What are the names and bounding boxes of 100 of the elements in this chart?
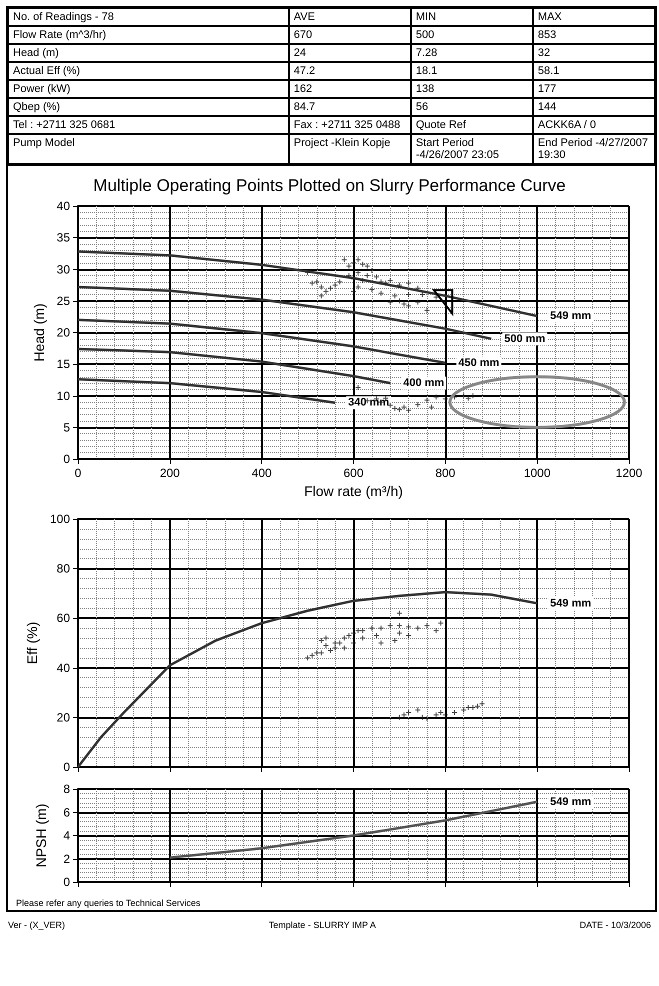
y-tick-label: 35 [56,230,70,245]
y-tick-label: 60 [56,611,70,626]
point [351,640,356,646]
point [318,650,324,656]
point [424,623,430,628]
text: 58.1 [532,62,655,80]
point [438,710,444,715]
point [461,707,466,712]
y-tick-label: 0 [63,452,70,466]
point [323,636,328,641]
y-tick-label: 30 [56,262,70,276]
text: Pump Model [8,134,289,164]
x-tick-label: 1200 [616,466,643,480]
text: Ver - (X_VER) [8,920,66,930]
text: 670 [288,26,411,44]
point [415,707,420,712]
x-tick-label: 800 [435,466,456,480]
point [442,712,448,718]
text: 24 [288,44,411,62]
text: DATE - 10/3/2006 [580,920,651,930]
text: 32 [532,44,655,62]
text: Fax : +2711 325 0488 [288,116,411,134]
point [406,633,412,638]
point [360,636,366,641]
x-tick-label: 400 [252,466,272,480]
point [328,648,334,653]
text: Start Period -4/26/2007 23:05 [410,134,533,164]
point [396,610,402,616]
text: Template - SLURRY IMP A [268,920,376,930]
series-label: 549 mm [550,796,592,808]
x-tick-label: 200 [160,466,180,480]
text: Head (m) [8,44,289,62]
line-series [76,250,538,318]
y-tick-label: 15 [56,357,70,372]
point [323,642,328,648]
text: 500 [410,26,533,44]
y-tick-label: 40 [56,660,70,675]
y-tick-label: 5 [63,420,70,434]
text: 47.2 [288,62,411,80]
point [351,630,356,636]
point [396,630,402,636]
point [369,626,374,631]
text: 18.1 [410,62,533,80]
line-series [76,590,538,768]
text: 7.28 [410,44,533,62]
text: 177 [532,80,655,98]
y-tick-label: 40 [56,199,70,213]
series-label: 549 mm [550,310,592,322]
point [374,633,379,638]
line-series [76,348,392,384]
point [392,638,398,644]
point [314,650,320,656]
point [466,704,471,710]
point [332,645,338,650]
point [332,640,338,646]
text: 138 [410,80,533,98]
y-tick-label: 100 [50,512,70,526]
text: Tel : +2711 325 0681 [8,116,289,134]
y-tick-label: 20 [56,326,70,340]
y-axis-title: NPSH (m) [33,804,49,868]
point [434,628,439,634]
point [480,701,485,706]
point [402,712,407,718]
text: Please refer any queries to Technical Services [15,897,202,910]
x-axis-title: Flow rate (m³/h) [304,482,403,499]
point [342,645,347,650]
text: 853 [532,26,655,44]
text: No. of Readings - 78 [8,8,289,26]
point [360,628,366,634]
point [474,704,480,709]
point [396,714,402,720]
line-series [168,800,538,859]
point [434,712,439,718]
point [470,704,476,710]
y-tick-label: 0 [63,875,70,889]
point [305,655,310,660]
y-tick-label: 20 [56,710,70,724]
y-tick-label: 6 [63,805,70,820]
point [438,620,444,626]
text: 56 [410,98,533,116]
point [396,623,402,628]
y-axis-title: Head (m) [30,303,47,362]
series-label: 400 mm [403,377,444,390]
y-tick-label: 0 [63,760,70,774]
point [406,710,412,715]
text: ACKK6A / 0 [532,116,655,134]
series-label: 450 mm [458,356,500,369]
text: Power (kW) [8,80,289,98]
point [342,636,347,641]
point [420,714,425,720]
text: AVE [288,8,411,26]
point [337,640,342,646]
text: Qbep (%) [8,98,289,116]
point [378,626,384,631]
point [415,626,420,631]
y-tick-label: 4 [63,828,70,842]
text: MIN [410,8,533,26]
y-tick-label: 2 [63,852,70,866]
point [310,652,315,658]
line-series [76,378,336,404]
